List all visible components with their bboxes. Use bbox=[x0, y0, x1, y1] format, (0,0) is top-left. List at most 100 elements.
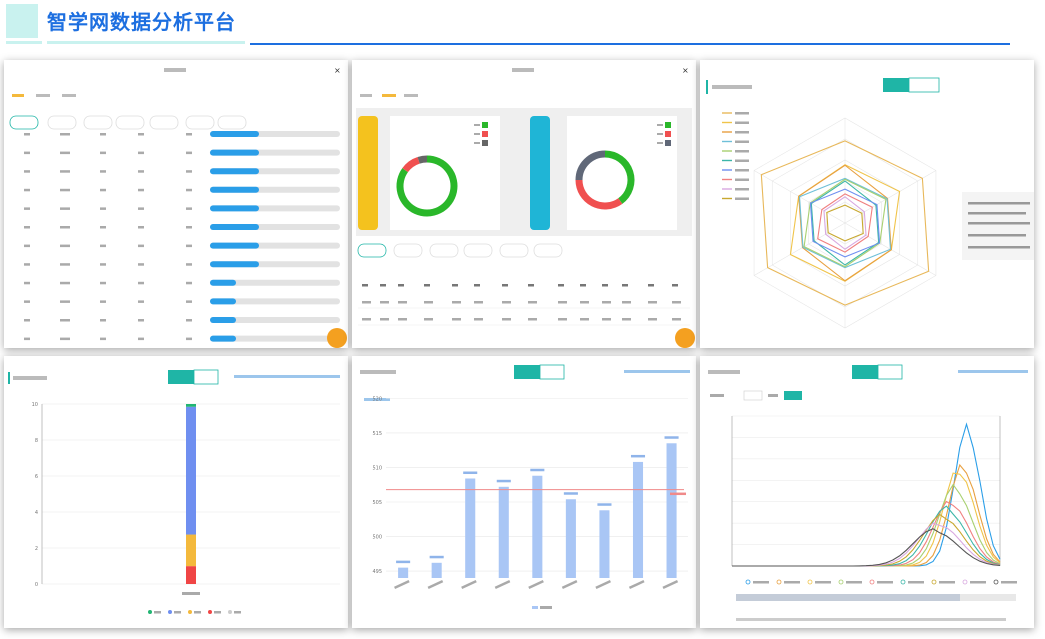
donut-slice bbox=[575, 179, 623, 210]
table-cell bbox=[502, 318, 511, 321]
table-cell bbox=[186, 263, 192, 266]
toggle-table[interactable] bbox=[877, 364, 903, 380]
legend-marker bbox=[931, 579, 937, 585]
table-cell bbox=[380, 301, 389, 304]
table-cell bbox=[60, 207, 70, 210]
legend-label bbox=[846, 581, 862, 584]
table-cell bbox=[528, 301, 537, 304]
toggle-table[interactable] bbox=[908, 77, 940, 93]
y-tick-label: 500 bbox=[372, 535, 382, 541]
panel-title bbox=[708, 370, 740, 374]
table-cell bbox=[398, 318, 407, 321]
tab[interactable] bbox=[404, 94, 418, 97]
legend-label bbox=[908, 581, 924, 584]
filter-links[interactable] bbox=[958, 370, 1028, 373]
toggle-table[interactable] bbox=[193, 369, 219, 385]
bar bbox=[599, 510, 610, 578]
legend-marker bbox=[900, 579, 906, 585]
segment-unit bbox=[768, 394, 778, 397]
donut-slice bbox=[402, 156, 420, 173]
donut-slice bbox=[604, 150, 635, 204]
filter-chip[interactable] bbox=[83, 115, 113, 130]
y-tick-label: 505 bbox=[372, 500, 382, 506]
progress-fill bbox=[210, 335, 236, 342]
table-cell bbox=[362, 301, 371, 304]
table-cell bbox=[648, 301, 657, 304]
dropdown-link[interactable] bbox=[364, 398, 390, 401]
legend-dot bbox=[228, 610, 232, 614]
toggle-chart[interactable] bbox=[883, 78, 909, 92]
segment-input[interactable] bbox=[743, 390, 763, 401]
tab[interactable] bbox=[360, 94, 372, 97]
table-cell bbox=[602, 318, 611, 321]
tab[interactable] bbox=[36, 94, 50, 97]
table-cell bbox=[648, 318, 657, 321]
legend-label bbox=[657, 133, 663, 135]
tab[interactable] bbox=[62, 94, 76, 97]
table-cell bbox=[24, 188, 30, 192]
legend-marker bbox=[807, 579, 813, 585]
modal-title bbox=[512, 68, 534, 72]
progress-fill bbox=[210, 186, 259, 193]
floating-button[interactable] bbox=[675, 328, 695, 348]
table-cell bbox=[100, 133, 106, 136]
floating-button[interactable] bbox=[327, 328, 347, 348]
bar-label bbox=[429, 555, 444, 559]
table-cell bbox=[24, 133, 30, 136]
filter-chip[interactable] bbox=[9, 115, 39, 130]
legend-label bbox=[815, 581, 831, 584]
legend-label bbox=[735, 131, 749, 134]
close-icon[interactable]: × bbox=[334, 66, 341, 75]
legend-dot bbox=[208, 610, 212, 614]
table-cell bbox=[558, 318, 567, 321]
filter-chip[interactable] bbox=[463, 243, 493, 258]
close-icon[interactable]: × bbox=[682, 66, 689, 75]
filter-chip[interactable] bbox=[149, 115, 179, 130]
filter-chip[interactable] bbox=[429, 243, 459, 258]
x-tick-label bbox=[182, 592, 200, 595]
progress-fill bbox=[210, 242, 259, 249]
table-cell bbox=[602, 301, 611, 304]
toggle-chart[interactable] bbox=[168, 370, 194, 384]
filter-chip[interactable] bbox=[357, 243, 387, 258]
table-cell bbox=[362, 318, 371, 321]
filter-chip[interactable] bbox=[115, 115, 145, 130]
panel-donut-modal: × bbox=[352, 60, 696, 348]
toggle-chart[interactable] bbox=[514, 365, 540, 379]
tab-active[interactable] bbox=[382, 94, 396, 97]
y-tick-label: 10 bbox=[32, 402, 38, 408]
table-cell bbox=[528, 284, 534, 287]
stacked-bar-panel: 0 2 4 6 8 10 bbox=[4, 356, 348, 628]
filter-chip[interactable] bbox=[47, 115, 77, 130]
legend-label bbox=[194, 611, 201, 614]
table-cell bbox=[558, 284, 564, 287]
tab-active[interactable] bbox=[12, 94, 24, 97]
filter-chip[interactable] bbox=[393, 243, 423, 258]
legend-swatch bbox=[482, 131, 488, 137]
legend-swatch bbox=[482, 122, 488, 128]
legend-marker bbox=[776, 579, 782, 585]
table-cell bbox=[60, 151, 70, 155]
filter-chip[interactable] bbox=[533, 243, 563, 258]
scroll-thumb[interactable] bbox=[736, 594, 960, 601]
table-cell bbox=[60, 300, 70, 303]
filter-links[interactable] bbox=[624, 370, 690, 373]
bar bbox=[532, 475, 543, 578]
radar-series bbox=[760, 140, 930, 306]
table-cell bbox=[186, 281, 192, 285]
table-cell bbox=[558, 301, 567, 304]
confirm-button[interactable] bbox=[784, 391, 802, 400]
filter-links[interactable] bbox=[234, 375, 340, 378]
table-cell bbox=[24, 319, 30, 322]
toggle-table[interactable] bbox=[539, 364, 565, 380]
panel-title bbox=[712, 85, 752, 89]
radar-series bbox=[798, 177, 892, 269]
line-panel bbox=[700, 356, 1034, 628]
filter-chip[interactable] bbox=[217, 115, 247, 130]
table-cell bbox=[452, 301, 461, 304]
bar-label bbox=[396, 560, 411, 564]
toggle-chart[interactable] bbox=[852, 365, 878, 379]
filter-chip[interactable] bbox=[499, 243, 529, 258]
filter-chip[interactable] bbox=[185, 115, 215, 130]
table-cell bbox=[672, 301, 681, 304]
